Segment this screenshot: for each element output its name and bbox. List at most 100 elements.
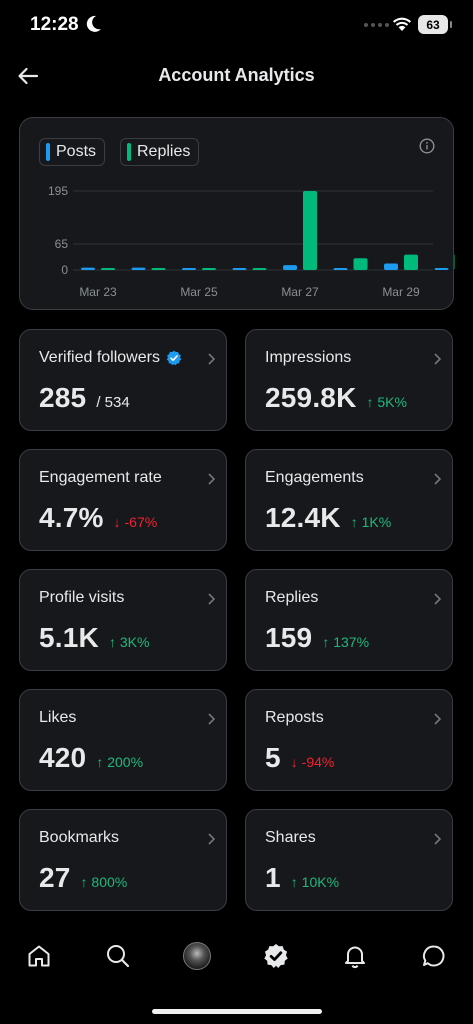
header: Account Analytics bbox=[0, 52, 473, 100]
bar-replies-mar-28[interactable] bbox=[353, 258, 368, 270]
y-tick-label: 0 bbox=[61, 263, 68, 277]
y-tick-label: 65 bbox=[55, 237, 69, 251]
stat-delta: ↓ -94% bbox=[290, 754, 335, 770]
stat-card-impressions[interactable]: Impressions 259.8K ↑ 5K% bbox=[245, 329, 453, 431]
stat-value: 12.4K bbox=[265, 502, 341, 533]
nav-home[interactable] bbox=[24, 941, 54, 971]
bar-replies-mar-27[interactable] bbox=[303, 191, 317, 270]
battery-icon: 63 bbox=[418, 15, 452, 34]
page-title: Account Analytics bbox=[158, 65, 315, 85]
posts-swatch bbox=[46, 143, 50, 161]
chevron-right-icon bbox=[208, 713, 216, 725]
chevron-right-icon bbox=[434, 473, 442, 485]
bar-replies-mar-25[interactable] bbox=[202, 268, 216, 270]
stat-label: Verified followers bbox=[39, 349, 182, 367]
bottom-nav bbox=[0, 925, 473, 990]
stat-value: 1 bbox=[265, 862, 281, 893]
back-button[interactable] bbox=[14, 62, 42, 90]
stat-label-text: Verified followers bbox=[39, 349, 160, 366]
stat-label: Engagement rate bbox=[39, 469, 162, 486]
bar-posts-mar-24[interactable] bbox=[131, 267, 146, 270]
stat-total: / 534 bbox=[96, 394, 130, 411]
stat-card-verified-followers[interactable]: Verified followers 285 / 534 bbox=[19, 329, 227, 431]
bar-posts-mar-30[interactable] bbox=[434, 268, 449, 270]
chevron-right-icon bbox=[208, 473, 216, 485]
bar-posts-mar-27[interactable] bbox=[283, 265, 297, 270]
stat-delta: ↑ 800% bbox=[80, 874, 128, 890]
verified-badge-icon bbox=[166, 350, 182, 366]
status-time: 12:28 bbox=[30, 14, 79, 35]
stat-value: 285 bbox=[39, 382, 87, 413]
messages-icon bbox=[422, 945, 445, 967]
y-tick-label: 195 bbox=[48, 184, 68, 198]
stat-value: 5.1K bbox=[39, 622, 99, 653]
legend-replies[interactable]: Replies bbox=[120, 138, 200, 166]
bar-replies-mar-29[interactable] bbox=[404, 254, 418, 270]
stat-value: 4.7% bbox=[39, 502, 104, 533]
nav-profile[interactable] bbox=[182, 941, 212, 971]
verified-icon bbox=[264, 943, 288, 969]
cellular-signal-icon bbox=[364, 23, 389, 27]
bar-posts-mar-28[interactable] bbox=[333, 268, 348, 270]
stat-delta: ↑ 1K% bbox=[350, 514, 392, 530]
stat-label: Shares bbox=[265, 829, 316, 846]
arrow-left-icon bbox=[18, 67, 39, 85]
bar-posts-mar-26[interactable] bbox=[232, 268, 247, 270]
nav-messages[interactable] bbox=[419, 941, 449, 971]
nav-verified[interactable] bbox=[261, 941, 291, 971]
replies-swatch bbox=[127, 143, 131, 161]
bar-replies-mar-24[interactable] bbox=[151, 268, 166, 270]
stat-label: Impressions bbox=[265, 349, 352, 366]
profile-avatar bbox=[183, 942, 211, 970]
stat-delta: ↑ 5K% bbox=[366, 394, 407, 410]
stat-card-replies[interactable]: Replies 159 ↑ 137% bbox=[245, 569, 453, 671]
chevron-right-icon bbox=[434, 593, 442, 605]
x-tick-label: Mar 25 bbox=[180, 285, 218, 299]
legend-posts[interactable]: Posts bbox=[39, 138, 106, 166]
x-tick-label: Mar 23 bbox=[79, 285, 117, 299]
legend-posts-label: Posts bbox=[56, 143, 97, 160]
x-tick-label: Mar 27 bbox=[281, 285, 319, 299]
search-icon bbox=[107, 945, 130, 968]
chevron-right-icon bbox=[434, 833, 442, 845]
analytics-chart-card: Posts Replies 195 65 0 Mar 23 Mar 25 Mar… bbox=[19, 117, 456, 310]
stat-label: Reposts bbox=[265, 709, 324, 726]
stat-card-engagements[interactable]: Engagements 12.4K ↑ 1K% bbox=[245, 449, 453, 551]
stat-card-engagement-rate[interactable]: Engagement rate 4.7% ↓ -67% bbox=[19, 449, 227, 551]
bar-posts-mar-23[interactable] bbox=[81, 267, 95, 270]
home-indicator bbox=[152, 1009, 322, 1014]
stat-delta: ↑ 3K% bbox=[108, 634, 150, 650]
bar-posts-mar-25[interactable] bbox=[182, 268, 196, 270]
chevron-right-icon bbox=[208, 353, 216, 365]
stat-delta: ↑ 10K% bbox=[290, 874, 340, 890]
bar-replies-mar-23[interactable] bbox=[101, 268, 115, 270]
bar-chart: 195 65 0 Mar 23 Mar 25 Mar 27 Mar 29 bbox=[48, 184, 456, 299]
stat-label: Likes bbox=[39, 709, 77, 726]
bar-posts-mar-29[interactable] bbox=[384, 263, 398, 271]
nav-notifications[interactable] bbox=[340, 941, 370, 971]
stat-label: Profile visits bbox=[39, 589, 125, 606]
bar-replies-mar-26[interactable] bbox=[252, 268, 267, 270]
stat-card-likes[interactable]: Likes 420 ↑ 200% bbox=[19, 689, 227, 791]
stat-delta: ↑ 200% bbox=[96, 754, 144, 770]
chevron-right-icon bbox=[208, 833, 216, 845]
stat-card-profile-visits[interactable]: Profile visits 5.1K ↑ 3K% bbox=[19, 569, 227, 671]
stat-value: 259.8K bbox=[265, 382, 357, 413]
stat-label: Engagements bbox=[265, 469, 364, 486]
stat-card-bookmarks[interactable]: Bookmarks 27 ↑ 800% bbox=[19, 809, 227, 911]
stat-value: 420 bbox=[39, 742, 87, 773]
chevron-right-icon bbox=[208, 593, 216, 605]
nav-search[interactable] bbox=[103, 941, 133, 971]
stat-delta: ↑ 137% bbox=[322, 634, 370, 650]
legend-replies-label: Replies bbox=[137, 143, 191, 160]
chevron-right-icon bbox=[434, 713, 442, 725]
notifications-bell-icon bbox=[345, 946, 365, 969]
stat-card-reposts[interactable]: Reposts 5 ↓ -94% bbox=[245, 689, 453, 791]
stat-value: 5 bbox=[265, 742, 281, 773]
chevron-right-icon bbox=[434, 353, 442, 365]
info-icon[interactable] bbox=[419, 138, 435, 154]
bar-replies-mar-30[interactable] bbox=[454, 254, 456, 270]
stat-card-shares[interactable]: Shares 1 ↑ 10K% bbox=[245, 809, 453, 911]
stat-label: Replies bbox=[265, 589, 319, 606]
x-tick-label: Mar 29 bbox=[382, 285, 420, 299]
